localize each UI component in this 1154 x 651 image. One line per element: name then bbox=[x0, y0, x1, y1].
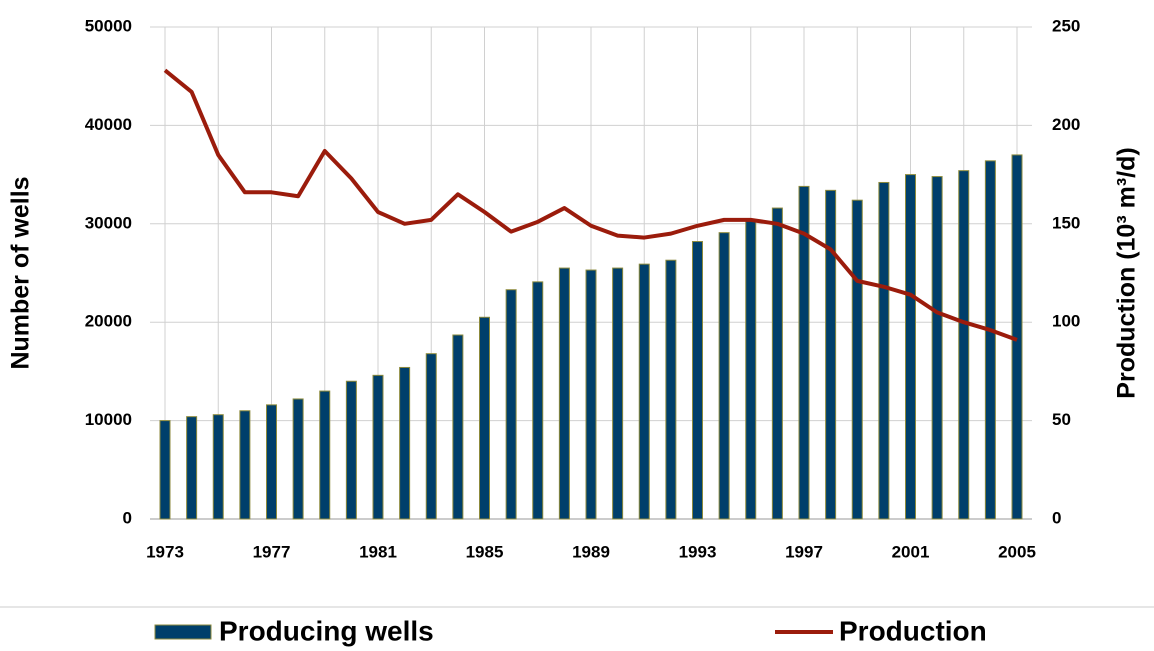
bar bbox=[319, 390, 331, 520]
y2-tick-label: 100 bbox=[1052, 312, 1080, 331]
bar bbox=[345, 380, 357, 520]
y-tick-label: 50000 bbox=[85, 16, 132, 35]
bar bbox=[372, 374, 384, 520]
x-tick-label: 1977 bbox=[253, 542, 291, 561]
bar bbox=[878, 181, 890, 520]
y-tick-label: 30000 bbox=[85, 213, 132, 232]
bar bbox=[612, 267, 624, 520]
line bbox=[163, 68, 1018, 342]
bar bbox=[851, 199, 863, 520]
x-tick-label: 2005 bbox=[998, 542, 1036, 561]
x-tick-label: 1989 bbox=[572, 542, 610, 561]
bar bbox=[798, 185, 810, 520]
y2-tick-label: 150 bbox=[1052, 213, 1080, 232]
bar bbox=[825, 189, 837, 520]
bar bbox=[212, 414, 224, 520]
x-tick-label: 1993 bbox=[679, 542, 717, 561]
y-tick-label: 0 bbox=[123, 508, 132, 527]
y2-tick-label: 0 bbox=[1052, 508, 1061, 527]
bar bbox=[638, 263, 650, 520]
bar bbox=[585, 269, 597, 520]
bar bbox=[718, 232, 730, 520]
bar bbox=[239, 410, 251, 520]
y2-tick-label: 50 bbox=[1052, 410, 1071, 429]
bar bbox=[665, 259, 677, 520]
y2-tick-label: 250 bbox=[1052, 16, 1080, 35]
bar bbox=[692, 241, 703, 520]
bar bbox=[984, 160, 996, 520]
y-tick-label: 20000 bbox=[85, 312, 132, 331]
bar bbox=[931, 176, 943, 520]
bar bbox=[905, 174, 916, 520]
bar bbox=[558, 267, 570, 520]
bar bbox=[425, 353, 437, 520]
legend-label: Production bbox=[839, 615, 987, 646]
bar bbox=[479, 316, 490, 520]
x-tick-label: 1997 bbox=[785, 542, 823, 561]
y-axis-title: Number of wells bbox=[7, 176, 35, 369]
bar bbox=[771, 207, 783, 520]
bar bbox=[186, 416, 198, 520]
x-tick-label: 1985 bbox=[466, 542, 504, 561]
bar bbox=[505, 289, 517, 520]
x-tick-label: 1981 bbox=[359, 542, 397, 561]
y-tick-label: 40000 bbox=[85, 115, 132, 134]
bar bbox=[532, 281, 544, 520]
bar bbox=[452, 334, 464, 520]
y-tick-label: 10000 bbox=[85, 410, 132, 429]
bar bbox=[399, 366, 411, 520]
bar bbox=[745, 219, 757, 520]
bar bbox=[266, 404, 277, 520]
bar bbox=[292, 398, 304, 520]
legend-label: Producing wells bbox=[219, 615, 434, 646]
y2-tick-label: 200 bbox=[1052, 115, 1080, 134]
x-tick-label: 2001 bbox=[892, 542, 930, 561]
bar bbox=[159, 420, 171, 520]
x-tick-label: 1973 bbox=[146, 542, 184, 561]
bar bbox=[958, 170, 970, 520]
y2-axis-title: Production (10³ m³/d) bbox=[1113, 147, 1141, 398]
legend-swatch bbox=[154, 624, 212, 640]
